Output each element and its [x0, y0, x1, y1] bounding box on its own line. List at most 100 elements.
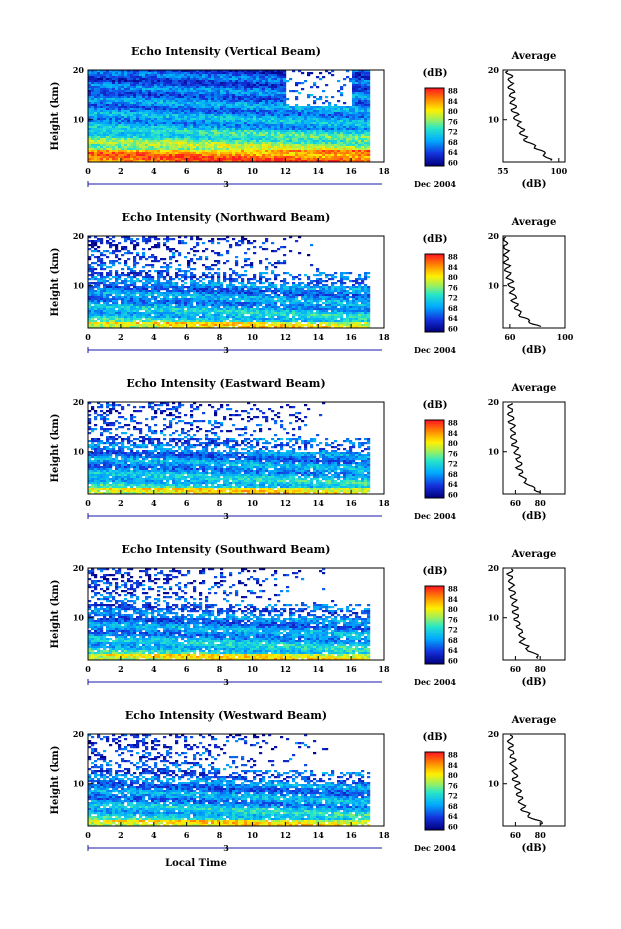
heatmap-cell — [253, 82, 257, 85]
heatmap-cell — [166, 102, 170, 105]
heatmap-cell — [229, 282, 233, 285]
heatmap-cell — [223, 280, 227, 283]
heatmap-cell — [109, 106, 113, 109]
heatmap-cell — [358, 138, 362, 141]
heatmap-cell — [256, 130, 260, 133]
heatmap-cell — [94, 248, 98, 251]
heatmap-cell — [241, 150, 245, 153]
heatmap-cell — [154, 136, 158, 139]
heatmap-cell — [208, 286, 212, 289]
heatmap-cell — [295, 276, 299, 279]
heatmap-cell — [145, 92, 149, 95]
heatmap-cell — [193, 140, 197, 143]
heatmap-cell — [331, 286, 335, 289]
heatmap-cell — [265, 108, 269, 111]
heatmap-cell — [103, 268, 107, 271]
heatmap-cell — [253, 92, 257, 95]
heatmap-cell — [169, 78, 173, 81]
heatmap-cell — [217, 238, 221, 241]
heatmap-cell — [220, 72, 224, 75]
heatmap-cell — [121, 156, 125, 159]
heatmap-cell — [235, 100, 239, 103]
heatmap-cell — [283, 88, 287, 91]
heatmap-cell — [208, 114, 212, 117]
heatmap-cell — [127, 156, 131, 159]
heatmap-cell — [133, 118, 137, 121]
heatmap-cell — [154, 134, 158, 137]
heatmap-cell — [196, 124, 200, 127]
heatmap-cell — [127, 274, 131, 277]
heatmap-cell — [127, 114, 131, 117]
heatmap-cell — [244, 74, 248, 77]
heatmap-cell — [112, 84, 116, 87]
heatmap-cell — [307, 288, 311, 291]
heatmap-cell — [331, 118, 335, 121]
heatmap-cell — [277, 90, 281, 93]
heatmap-cell — [352, 138, 356, 141]
heatmap-cell — [211, 154, 215, 157]
heatmap-cell — [199, 92, 203, 95]
heatmap-cell — [91, 88, 95, 91]
heatmap-cell — [208, 138, 212, 141]
heatmap-cell — [286, 106, 290, 109]
heatmap-cell — [214, 252, 218, 255]
heatmap-cell — [157, 84, 161, 87]
heatmap-cell — [166, 94, 170, 97]
heatmap-cell — [172, 254, 176, 257]
heatmap-cell — [244, 110, 248, 113]
heatmap-cell — [271, 90, 275, 93]
heatmap-cell — [157, 122, 161, 125]
heatmap-cell — [97, 284, 101, 287]
heatmap-cell — [250, 138, 254, 141]
heatmap-cell — [283, 90, 287, 93]
heatmap-cell — [274, 286, 278, 289]
heatmap-cell — [208, 118, 212, 121]
heatmap-cell — [196, 142, 200, 145]
heatmap-cell — [157, 74, 161, 77]
heatmap-cell — [313, 124, 317, 127]
heatmap-cell — [235, 272, 239, 275]
heatmap-cell — [268, 156, 272, 159]
x-tick-label: 4 — [151, 166, 157, 176]
heatmap-cell — [175, 158, 179, 161]
heatmap-cell — [217, 260, 221, 263]
heatmap-cell — [226, 156, 230, 159]
heatmap-cell — [187, 86, 191, 89]
heatmap-cell — [193, 80, 197, 83]
heatmap-cell — [289, 156, 293, 159]
heatmap-cell — [352, 144, 356, 147]
heatmap-cell — [250, 140, 254, 143]
heatmap-cell — [160, 90, 164, 93]
heatmap-cell — [184, 98, 188, 101]
heatmap-cell — [232, 122, 236, 125]
heatmap-cell — [301, 154, 305, 157]
heatmap-cell — [121, 82, 125, 85]
heatmap-cell — [100, 140, 104, 143]
heatmap-cell — [334, 136, 338, 139]
heatmap-cell — [94, 136, 98, 139]
heatmap-cell — [109, 114, 113, 117]
heatmap-cell — [181, 106, 185, 109]
heatmap-cell — [247, 136, 251, 139]
heatmap-cell — [313, 110, 317, 113]
heatmap-cell — [205, 256, 209, 259]
heatmap-cell — [118, 74, 122, 77]
heatmap-cell — [352, 140, 356, 143]
heatmap-cell — [124, 240, 128, 243]
heatmap-cell — [151, 136, 155, 139]
heatmap-cell — [175, 70, 179, 73]
heatmap-cell — [238, 140, 242, 143]
heatmap-cell — [259, 78, 263, 81]
heatmap-cell — [145, 242, 149, 245]
heatmap-cell — [157, 76, 161, 79]
heatmap-cell — [295, 150, 299, 153]
heatmap-cell — [295, 114, 299, 117]
heatmap-cell — [256, 78, 260, 81]
heatmap-cell — [172, 144, 176, 147]
heatmap-cell — [148, 136, 152, 139]
heatmap-cell — [187, 262, 191, 265]
heatmap-cell — [118, 132, 122, 135]
heatmap-cell — [241, 240, 245, 243]
heatmap-cell — [349, 114, 353, 117]
heatmap-cell — [154, 286, 158, 289]
